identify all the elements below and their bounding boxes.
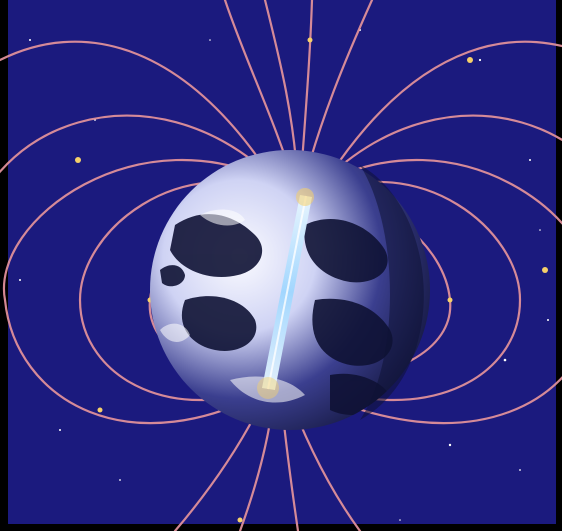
south-pole-glow — [257, 377, 279, 399]
north-pole-glow — [296, 188, 314, 206]
magnetic-axis — [262, 195, 312, 390]
